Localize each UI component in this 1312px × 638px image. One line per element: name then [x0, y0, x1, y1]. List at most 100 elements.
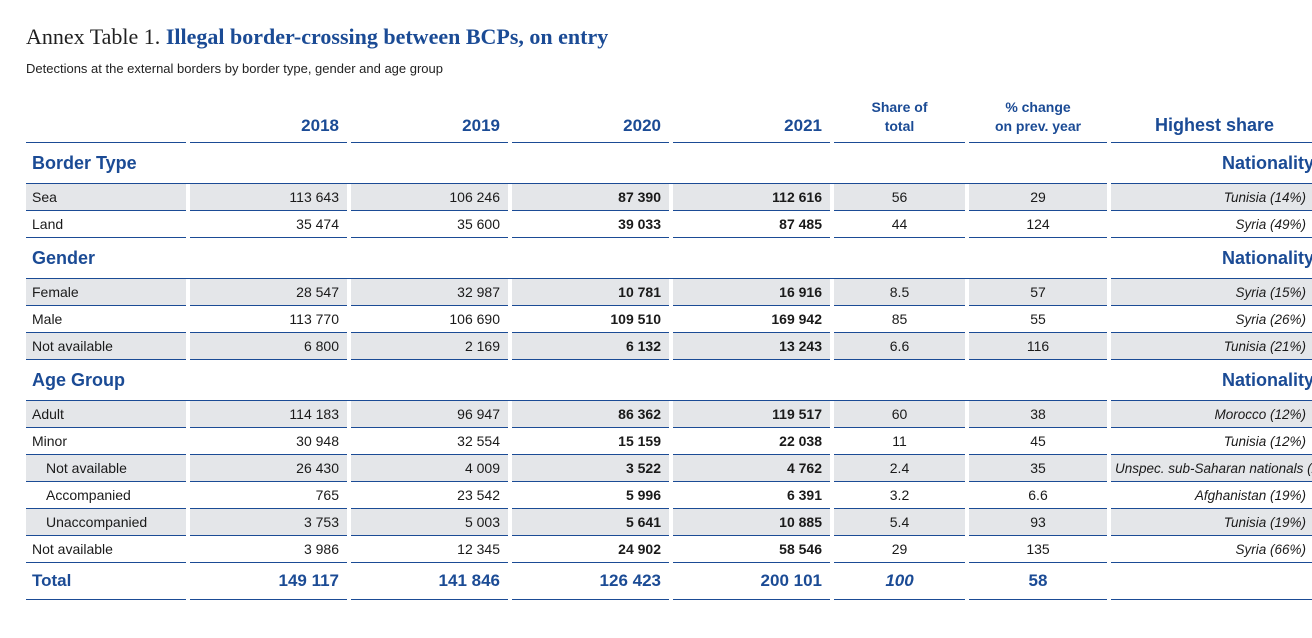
- row-label: Male: [26, 306, 186, 333]
- table-row: Male 113 770 106 690 109 510 169 942 85 …: [26, 306, 1312, 333]
- cell-highest: Morocco (12%): [1111, 401, 1312, 428]
- cell-2020: 86 362: [512, 401, 669, 428]
- table-row: Adult 114 183 96 947 86 362 119 517 60 3…: [26, 401, 1312, 428]
- cell-highest: Tunisia (19%): [1111, 509, 1312, 536]
- cell-2018: 113 770: [190, 306, 347, 333]
- table-row: Not available 3 986 12 345 24 902 58 546…: [26, 536, 1312, 563]
- cell-highest: Tunisia (12%): [1111, 428, 1312, 455]
- cell-2021: 10 885: [673, 509, 830, 536]
- cell-2018: 28 547: [190, 279, 347, 306]
- cell-2019: 2 169: [351, 333, 508, 360]
- cell-2019: 5 003: [351, 509, 508, 536]
- cell-highest: Syria (15%): [1111, 279, 1312, 306]
- cell-change: 57: [969, 279, 1107, 306]
- cell-2020: 5 996: [512, 482, 669, 509]
- section-gender: Gender Nationality: [26, 238, 1312, 279]
- section-age-group: Age Group Nationality: [26, 360, 1312, 401]
- cell-change: 35: [969, 455, 1107, 482]
- table-row: Land 35 474 35 600 39 033 87 485 44 124 …: [26, 211, 1312, 238]
- cell-share: 11: [834, 428, 965, 455]
- cell-2018: 3 986: [190, 536, 347, 563]
- cell-change: 124: [969, 211, 1107, 238]
- cell-2019: 106 690: [351, 306, 508, 333]
- cell-share: 8.5: [834, 279, 965, 306]
- cell-share: 2.4: [834, 455, 965, 482]
- total-2021: 200 101: [673, 563, 830, 600]
- cell-2018: 3 753: [190, 509, 347, 536]
- data-table-container: 2018 2019 2020 2021 Share of total % chan…: [26, 86, 1312, 600]
- cell-2020: 3 522: [512, 455, 669, 482]
- row-label: Female: [26, 279, 186, 306]
- row-label: Minor: [26, 428, 186, 455]
- table-row: Not available 6 800 2 169 6 132 13 243 6…: [26, 333, 1312, 360]
- total-2019: 141 846: [351, 563, 508, 600]
- table-row: Minor 30 948 32 554 15 159 22 038 11 45 …: [26, 428, 1312, 455]
- header-2021: 2021: [673, 86, 830, 143]
- cell-2018: 765: [190, 482, 347, 509]
- cell-2018: 6 800: [190, 333, 347, 360]
- cell-change: 45: [969, 428, 1107, 455]
- cell-2021: 58 546: [673, 536, 830, 563]
- section-heading: Age Group: [26, 360, 1107, 401]
- cell-2021: 16 916: [673, 279, 830, 306]
- cell-share: 5.4: [834, 509, 965, 536]
- cell-share: 56: [834, 184, 965, 211]
- cell-2019: 32 554: [351, 428, 508, 455]
- cell-2018: 113 643: [190, 184, 347, 211]
- cell-highest: Tunisia (14%): [1111, 184, 1312, 211]
- cell-2020: 109 510: [512, 306, 669, 333]
- cell-2020: 5 641: [512, 509, 669, 536]
- section-nationality-label: Nationality: [1111, 143, 1312, 184]
- cell-2021: 4 762: [673, 455, 830, 482]
- cell-change: 55: [969, 306, 1107, 333]
- total-change: 58: [969, 563, 1107, 600]
- header-label-col: [26, 86, 186, 143]
- cell-2020: 6 132: [512, 333, 669, 360]
- cell-highest: Syria (49%): [1111, 211, 1312, 238]
- cell-2019: 4 009: [351, 455, 508, 482]
- section-nationality-label: Nationality: [1111, 360, 1312, 401]
- cell-2019: 12 345: [351, 536, 508, 563]
- cell-highest: Tunisia (21%): [1111, 333, 1312, 360]
- header-2019: 2019: [351, 86, 508, 143]
- table-row: Sea 113 643 106 246 87 390 112 616 56 29…: [26, 184, 1312, 211]
- cell-share: 29: [834, 536, 965, 563]
- table-number: Annex Table 1.: [26, 24, 161, 49]
- header-highest-share: Highest share: [1111, 86, 1312, 143]
- cell-2021: 87 485: [673, 211, 830, 238]
- cell-change: 6.6: [969, 482, 1107, 509]
- cell-2019: 106 246: [351, 184, 508, 211]
- table-row: Female 28 547 32 987 10 781 16 916 8.5 5…: [26, 279, 1312, 306]
- cell-2021: 169 942: [673, 306, 830, 333]
- table-title: Annex Table 1. Illegal border-crossing b…: [26, 24, 608, 50]
- total-highest-empty: [1111, 563, 1312, 600]
- cell-2018: 35 474: [190, 211, 347, 238]
- row-label: Adult: [26, 401, 186, 428]
- total-2020: 126 423: [512, 563, 669, 600]
- cell-2019: 35 600: [351, 211, 508, 238]
- header-change: % change on prev. year: [969, 86, 1107, 143]
- table-row: Accompanied 765 23 542 5 996 6 391 3.2 6…: [26, 482, 1312, 509]
- table-row: Unaccompanied 3 753 5 003 5 641 10 885 5…: [26, 509, 1312, 536]
- cell-2018: 26 430: [190, 455, 347, 482]
- cell-change: 135: [969, 536, 1107, 563]
- row-label: Not available: [26, 333, 186, 360]
- cell-2019: 96 947: [351, 401, 508, 428]
- cell-2021: 22 038: [673, 428, 830, 455]
- table-subtitle: Detections at the external borders by bo…: [26, 61, 443, 76]
- cell-share: 85: [834, 306, 965, 333]
- cell-highest: Unspec. sub-Saharan nationals (24%): [1111, 455, 1312, 482]
- cell-share: 6.6: [834, 333, 965, 360]
- data-table: 2018 2019 2020 2021 Share of total % chan…: [22, 86, 1312, 600]
- cell-2021: 6 391: [673, 482, 830, 509]
- cell-highest: Afghanistan (19%): [1111, 482, 1312, 509]
- cell-2018: 30 948: [190, 428, 347, 455]
- row-label: Land: [26, 211, 186, 238]
- row-label: Unaccompanied: [26, 509, 186, 536]
- total-label: Total: [26, 563, 186, 600]
- cell-highest: Syria (66%): [1111, 536, 1312, 563]
- row-label: Not available: [26, 536, 186, 563]
- cell-share: 3.2: [834, 482, 965, 509]
- table-row: Not available 26 430 4 009 3 522 4 762 2…: [26, 455, 1312, 482]
- cell-change: 116: [969, 333, 1107, 360]
